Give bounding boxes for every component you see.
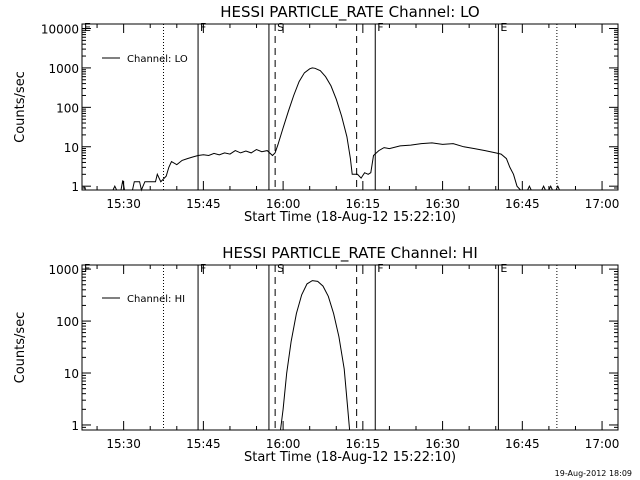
y-tick-label: 1000 bbox=[48, 263, 79, 277]
legend-label: Channel: LO bbox=[127, 54, 188, 65]
series-line bbox=[280, 280, 351, 431]
event-marker-label: F bbox=[377, 262, 383, 275]
y-tick-label: 10000 bbox=[41, 22, 79, 36]
plot-frame bbox=[81, 264, 619, 431]
y-tick-label: 10 bbox=[64, 367, 79, 381]
x-tick-label: 16:30 bbox=[425, 437, 460, 451]
event-marker-label: E bbox=[84, 21, 91, 34]
chart-title: HESSI PARTICLE_RATE Channel: LO bbox=[220, 3, 479, 22]
event-marker-label: E bbox=[500, 21, 507, 34]
y-tick-label: 100 bbox=[56, 101, 79, 115]
x-tick-label: 16:00 bbox=[266, 197, 301, 211]
event-marker-label: S bbox=[277, 21, 284, 34]
y-tick-label: 10 bbox=[64, 141, 79, 155]
x-tick-label: 15:45 bbox=[186, 437, 221, 451]
x-tick-label: 16:30 bbox=[425, 197, 460, 211]
y-axis-label: Counts/sec bbox=[13, 71, 28, 143]
x-tick-label: 16:15 bbox=[346, 197, 381, 211]
x-tick-label: 17:00 bbox=[585, 197, 620, 211]
x-tick-label: 16:45 bbox=[505, 437, 540, 451]
plot-frame bbox=[81, 23, 619, 191]
y-tick-label: 1 bbox=[71, 180, 79, 194]
y-axis-label: Counts/sec bbox=[13, 312, 28, 384]
y-tick-label: 100 bbox=[56, 315, 79, 329]
event-marker-label: F bbox=[200, 262, 206, 275]
series-line bbox=[83, 67, 560, 192]
y-tick-label: 1000 bbox=[48, 62, 79, 76]
event-marker-label: F bbox=[377, 21, 383, 34]
event-marker-label: F bbox=[84, 262, 90, 275]
event-marker-label: F bbox=[200, 21, 206, 34]
footer-timestamp: 19-Aug-2012 18:09 bbox=[554, 469, 632, 478]
event-marker-label: E bbox=[500, 262, 507, 275]
event-marker-label: S bbox=[277, 262, 284, 275]
x-tick-label: 15:45 bbox=[186, 197, 221, 211]
x-tick-label: 16:45 bbox=[505, 197, 540, 211]
x-tick-label: 17:00 bbox=[585, 437, 620, 451]
legend-label: Channel: HI bbox=[127, 294, 185, 305]
x-tick-label: 15:30 bbox=[106, 197, 141, 211]
x-axis-label: Start Time (18-Aug-12 15:22:10) bbox=[244, 450, 456, 465]
x-tick-label: 16:00 bbox=[266, 437, 301, 451]
x-tick-label: 16:15 bbox=[346, 437, 381, 451]
y-tick-label: 1 bbox=[71, 419, 79, 433]
chart-title: HESSI PARTICLE_RATE Channel: HI bbox=[222, 244, 478, 263]
x-tick-label: 15:30 bbox=[106, 437, 141, 451]
x-axis-label: Start Time (18-Aug-12 15:22:10) bbox=[244, 210, 456, 225]
